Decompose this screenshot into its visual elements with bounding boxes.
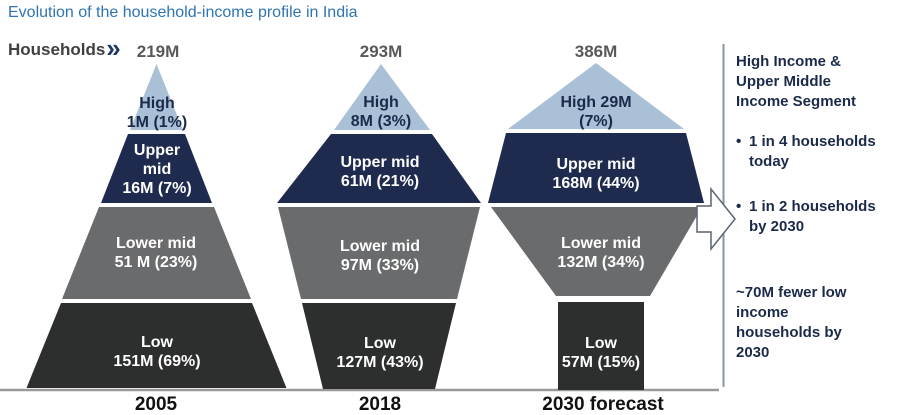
label-2018-upper-mid: Upper mid 61M (21%): [340, 153, 419, 191]
label-line: 1M (1%): [126, 114, 188, 131]
band-2030-lower-mid: [491, 207, 702, 296]
panel-heading-line: High Income &: [736, 53, 842, 70]
bullet-icon: •: [736, 198, 742, 215]
label-line: 16M (7%): [122, 180, 192, 197]
year-label-2018: 2018: [358, 394, 402, 415]
panel-bullet-1in4: • 1 in 4 households today: [736, 132, 900, 172]
panel-note-low-income: ~70M fewer low income households by 2030: [736, 283, 900, 363]
label-line: Upper mid: [340, 154, 420, 171]
band-2018-high: [334, 64, 430, 130]
panel-text-line: households by: [736, 324, 842, 341]
panel-heading-line: Income Segment: [736, 93, 857, 110]
band-2030-high: [508, 63, 684, 129]
label-line: 132M (34%): [557, 254, 645, 271]
label-2030-low: Low 57M (15%): [562, 334, 640, 372]
double-chevron-icon: »: [106, 32, 121, 63]
panel-text-line: ~70M fewer low: [736, 284, 847, 301]
label-line: (7%): [579, 113, 613, 130]
band-2030-low: [558, 302, 644, 390]
label-2005-high: High 1M (1%): [127, 94, 187, 132]
panel-text-line: 1 in 2 households: [749, 198, 876, 215]
label-2018-lower-mid: Lower mid 97M (33%): [340, 237, 420, 275]
label-line: Low: [141, 334, 173, 351]
panel-text-line: today: [749, 153, 790, 170]
label-2005-lower-mid: Lower mid 51 M (23%): [115, 234, 198, 272]
label-2018-high: High 8M (3%): [351, 93, 411, 131]
label-line: 51 M (23%): [114, 254, 198, 271]
label-line: Upper: [133, 142, 181, 159]
band-2018-low: [302, 303, 456, 389]
label-2030-high: High 29M (7%): [560, 93, 631, 131]
panel-text-line: by 2030: [749, 218, 805, 235]
right-arrow-icon: [696, 186, 736, 252]
total-households-2018: 293M: [359, 42, 403, 61]
page-title: Evolution of the household-income profil…: [8, 4, 358, 21]
label-line: Lower mid: [560, 235, 641, 252]
label-2005-low: Low 151M (69%): [113, 333, 200, 371]
panel-text-line: 1 in 4 households: [749, 133, 876, 150]
band-2005-lower-mid: [62, 207, 251, 299]
label-line: High: [139, 95, 175, 112]
band-2018-lower-mid: [278, 207, 480, 299]
label-line: High 29M: [560, 94, 632, 111]
label-2030-upper-mid: Upper mid 168M (44%): [552, 155, 639, 193]
total-households-2030: 386M: [574, 42, 618, 61]
label-line: 97M (33%): [340, 257, 420, 274]
band-2005-high: [130, 64, 183, 130]
band-2030-upper-mid: [488, 133, 704, 203]
label-2005-upper-mid: Upper mid 16M (7%): [122, 141, 191, 198]
label-line: Upper mid: [556, 156, 636, 173]
households-label: Households: [8, 40, 106, 59]
panel-heading-line: Upper Middle: [736, 73, 832, 90]
year-label-2005: 2005: [134, 394, 178, 415]
label-line: 8M (3%): [350, 113, 412, 130]
label-2030-lower-mid: Lower mid 132M (34%): [557, 234, 644, 272]
label-line: Lower mid: [339, 238, 421, 255]
label-line: 151M (69%): [113, 353, 201, 370]
panel-heading: High Income & Upper Middle Income Segmen…: [736, 52, 900, 112]
band-2018-upper-mid: [277, 134, 481, 203]
total-households-2005: 219M: [136, 42, 180, 61]
label-line: Low: [364, 335, 396, 352]
label-line: 168M (44%): [552, 175, 640, 192]
band-2005-low: [26, 303, 287, 388]
label-line: mid: [142, 161, 172, 178]
band-2005-upper-mid: [101, 134, 212, 203]
label-line: Lower mid: [115, 235, 197, 252]
label-line: 127M (43%): [336, 354, 424, 371]
households-annotation: Households »: [8, 32, 121, 63]
year-label-2030: 2030 forecast: [542, 394, 664, 415]
bullet-icon: •: [736, 133, 742, 150]
panel-text-line: 2030: [736, 344, 770, 361]
panel-text-line: income: [736, 304, 789, 321]
label-line: Low: [585, 335, 617, 352]
panel-bullet-1in2: • 1 in 2 households by 2030: [736, 197, 900, 237]
label-line: 61M (21%): [340, 173, 420, 190]
label-line: 57M (15%): [561, 354, 641, 371]
label-line: High: [363, 94, 399, 111]
label-2018-low: Low 127M (43%): [336, 334, 423, 372]
